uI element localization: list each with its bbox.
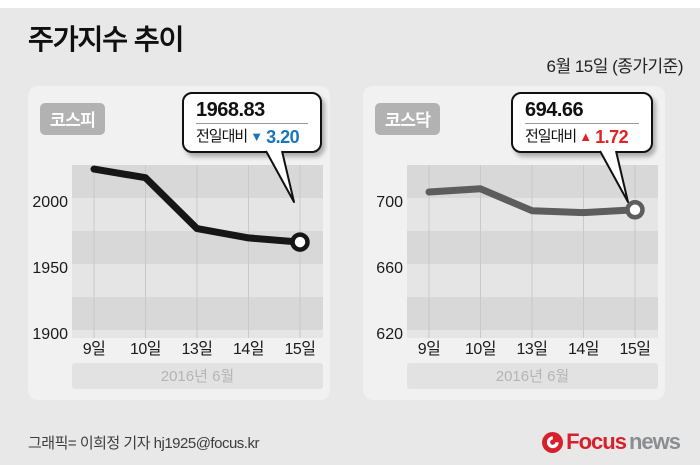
x-tick-label: 10일 bbox=[465, 340, 496, 358]
kosdaq-change-label: 전일대비 bbox=[525, 128, 577, 145]
brand-news: news bbox=[628, 429, 681, 454]
callout-divider bbox=[196, 123, 308, 124]
kospi-change-value: 3.20 bbox=[266, 127, 300, 147]
x-tick-label: 13일 bbox=[516, 340, 547, 358]
kospi-callout-pointer bbox=[265, 150, 295, 203]
kosdaq-callout: 694.66 전일대비 ▲ 1.72 bbox=[511, 92, 653, 153]
page-title: 주가지수 추이 bbox=[28, 24, 184, 55]
up-triangle-icon: ▲ bbox=[579, 129, 593, 144]
kospi-close-value: 1968.83 bbox=[196, 99, 265, 121]
month-strip-label: 2016년 6월 bbox=[161, 368, 234, 385]
y-tick-label: 1900 bbox=[32, 326, 68, 343]
kospi-change-label: 전일대비 bbox=[196, 128, 248, 145]
focus-news-logo: Focus news bbox=[542, 429, 681, 455]
kospi-callout: 1968.83 전일대비 ▼ 3.20 bbox=[182, 92, 322, 153]
brand-focus: Focus bbox=[566, 429, 627, 454]
kosdaq-change-value: 1.72 bbox=[595, 127, 629, 147]
kosdaq-close-value: 694.66 bbox=[525, 99, 584, 121]
kosdaq-chart: 700 660 620 9일 10일 13일 14일 15일 2016년 6월 bbox=[376, 165, 658, 389]
x-tick-label: 13일 bbox=[181, 340, 212, 358]
y-tick-label: 1950 bbox=[32, 260, 68, 277]
focus-swirl-icon bbox=[542, 431, 564, 453]
x-tick-label: 15일 bbox=[284, 340, 315, 358]
down-triangle-icon: ▼ bbox=[250, 129, 264, 144]
kosdaq-callout-pointer bbox=[599, 150, 629, 203]
last-point-marker bbox=[290, 232, 310, 252]
date-note: 6월 15일 (종가기준) bbox=[546, 57, 684, 76]
x-tick-label: 14일 bbox=[233, 340, 264, 358]
kospi-chart: 2000 1950 1900 9일 10일 13일 14일 15일 2016년 6월 bbox=[32, 165, 323, 389]
month-strip-label: 2016년 6월 bbox=[496, 368, 569, 385]
x-tick-label: 10일 bbox=[130, 340, 161, 358]
month-strip bbox=[407, 363, 658, 389]
kosdaq-badge: 코스닥 bbox=[375, 103, 441, 135]
y-tick-label: 660 bbox=[376, 260, 403, 277]
index-line bbox=[90, 165, 304, 246]
x-tick-label: 15일 bbox=[619, 340, 650, 358]
index-line bbox=[425, 185, 639, 217]
month-strip bbox=[72, 363, 323, 389]
y-tick-label: 700 bbox=[376, 194, 403, 211]
credit-line: 그래픽= 이희정 기자 hj1925@focus.kr bbox=[28, 435, 259, 452]
y-tick-label: 620 bbox=[376, 326, 403, 343]
last-point-marker bbox=[625, 200, 645, 220]
x-tick-label: 9일 bbox=[418, 340, 441, 358]
kospi-badge: 코스피 bbox=[40, 103, 106, 135]
x-tick-label: 9일 bbox=[83, 340, 106, 358]
y-tick-label: 2000 bbox=[32, 194, 68, 211]
x-tick-label: 14일 bbox=[568, 340, 599, 358]
callout-divider bbox=[525, 123, 639, 124]
